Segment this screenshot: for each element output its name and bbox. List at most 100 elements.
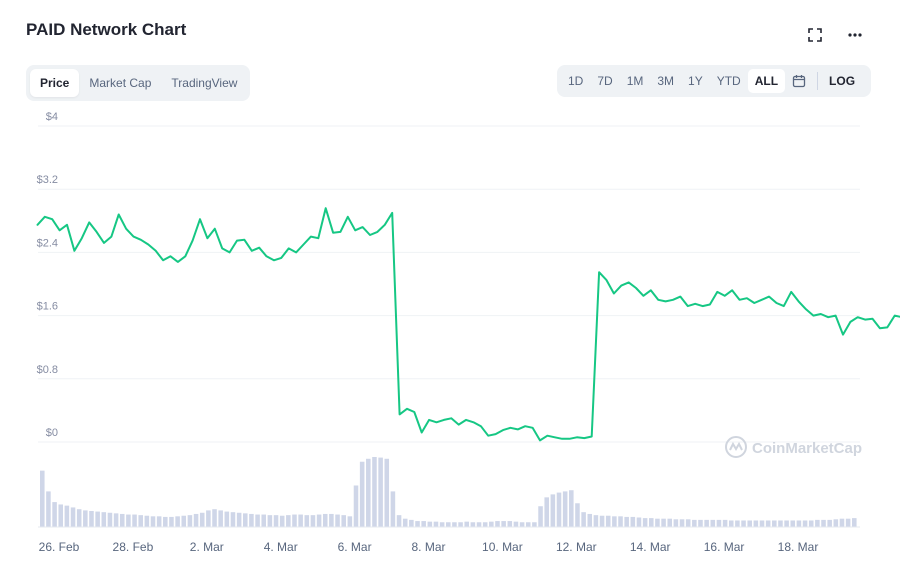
y-tick-label: $0: [46, 427, 58, 439]
volume-bar: [470, 522, 476, 527]
volume-bar: [236, 512, 242, 527]
x-axis-ticks: 26. Feb 28. Feb 2. Mar 4. Mar 6. Mar 8. Mar 10…: [39, 540, 819, 554]
expand-icon[interactable]: [806, 26, 824, 44]
volume-bar: [347, 516, 353, 527]
volume-bar: [458, 522, 463, 527]
range-1y-button[interactable]: 1Y: [688, 74, 703, 88]
volume-bar: [778, 520, 783, 527]
volume-bar: [624, 516, 629, 527]
volume-bar: [89, 510, 94, 527]
chart-toolbar-icons: [806, 26, 864, 44]
volume-bar: [384, 458, 390, 527]
calendar-icon[interactable]: [785, 69, 813, 93]
range-ytd-button[interactable]: YTD: [716, 74, 741, 88]
volume-bars: [38, 457, 860, 528]
tab-price[interactable]: Price: [30, 69, 80, 97]
volume-bar: [716, 519, 722, 527]
price-chart: $4 $3.2 $2.4 $1.6 $0.8 $0 CoinMarketCap 26. F…: [36, 111, 900, 554]
volume-bar: [593, 515, 599, 527]
y-tick-label: $1.6: [37, 301, 58, 313]
x-tick-label: 8. Mar: [411, 540, 445, 554]
volume-bar: [618, 516, 623, 527]
volume-bar: [649, 518, 654, 527]
range-1d-button[interactable]: 1D: [568, 74, 584, 88]
volume-bar: [722, 519, 728, 527]
volume-bar: [519, 522, 525, 527]
volume-bar: [802, 520, 808, 527]
log-scale-button[interactable]: LOG: [829, 74, 856, 88]
range-3m-button[interactable]: 3M: [657, 74, 675, 88]
volume-bar: [46, 491, 51, 527]
volume-bar: [482, 522, 488, 527]
volume-bar: [673, 519, 679, 527]
volume-bar: [335, 514, 340, 527]
more-icon[interactable]: [846, 26, 864, 44]
x-tick-label: 14. Mar: [630, 540, 671, 554]
volume-bar: [636, 517, 642, 527]
volume-bar: [193, 513, 199, 527]
volume-bar: [292, 514, 297, 527]
volume-bar: [187, 515, 193, 527]
volume-bar: [753, 520, 759, 527]
volume-bar: [667, 518, 673, 527]
volume-bar: [587, 513, 593, 527]
volume-bar: [316, 514, 322, 527]
y-axis-ticks: $4 $3.2 $2.4 $1.6 $0.8 $0: [37, 111, 58, 439]
volume-bar: [544, 497, 549, 527]
volume-bar: [728, 520, 734, 527]
volume-bar: [341, 515, 346, 527]
range-all-button[interactable]: ALL: [747, 69, 786, 93]
volume-bar: [759, 520, 765, 527]
volume-bar: [107, 512, 113, 527]
volume-bar: [685, 519, 691, 527]
x-tick-label: 28. Feb: [113, 540, 154, 554]
volume-bar: [310, 515, 316, 527]
x-tick-label: 18. Mar: [778, 540, 819, 554]
volume-bar: [144, 515, 150, 527]
volume-bar: [378, 457, 383, 527]
volume-bar: [489, 521, 494, 527]
range-7d-button[interactable]: 7D: [597, 74, 613, 88]
volume-bar: [556, 492, 562, 527]
volume-bar: [599, 515, 605, 527]
watermark-text: CoinMarketCap: [752, 440, 862, 457]
volume-bar: [95, 511, 100, 527]
volume-bar: [845, 518, 851, 527]
volume-bar: [452, 522, 457, 527]
y-tick-label: $2.4: [37, 237, 58, 249]
volume-bar: [113, 513, 119, 527]
range-tab-group: 1D 7D 1M 3M 1Y YTD ALL LOG: [557, 65, 871, 97]
volume-bar: [575, 503, 580, 527]
view-tab-group: Price Market Cap TradingView: [26, 65, 250, 101]
volume-bar: [476, 522, 482, 527]
volume-bar: [532, 522, 537, 527]
tab-market-cap[interactable]: Market Cap: [89, 76, 152, 90]
volume-bar: [710, 519, 716, 527]
volume-bar: [501, 521, 506, 527]
volume-bar: [808, 520, 814, 527]
price-series-line: [36, 207, 900, 442]
volume-bar: [784, 520, 789, 527]
volume-bar: [322, 513, 328, 527]
volume-bar: [40, 470, 45, 527]
volume-bar: [83, 510, 88, 527]
volume-bar: [839, 518, 845, 527]
volume-bar: [507, 521, 513, 527]
volume-bar: [156, 516, 162, 527]
range-1m-button[interactable]: 1M: [626, 74, 644, 88]
volume-bar: [562, 491, 568, 527]
volume-bar: [366, 458, 371, 527]
y-tick-label: $0.8: [37, 364, 58, 376]
volume-bar: [101, 512, 107, 527]
chart-title: PAID Network Chart: [26, 20, 187, 39]
y-tick-label: $3.2: [37, 174, 58, 186]
volume-bar: [655, 518, 660, 527]
volume-bar: [181, 515, 187, 527]
volume-bar: [464, 521, 470, 527]
coinmarketcap-logo-icon: [725, 436, 747, 458]
x-tick-label: 4. Mar: [264, 540, 298, 554]
volume-bar: [212, 509, 217, 527]
volume-bar: [119, 513, 125, 527]
tab-tradingview[interactable]: TradingView: [171, 76, 238, 90]
volume-bar: [433, 521, 439, 527]
